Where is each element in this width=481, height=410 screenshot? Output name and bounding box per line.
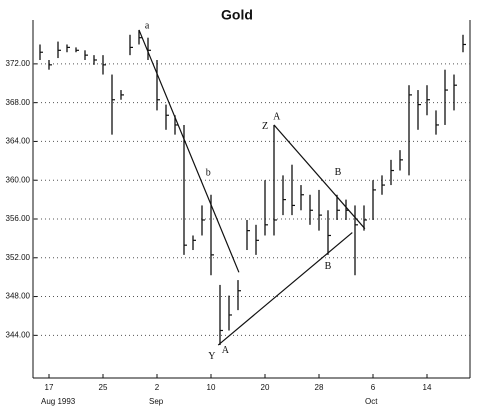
trendline — [217, 232, 353, 346]
y-tick-label: 360.00 — [6, 175, 31, 184]
annotation: Y — [208, 351, 215, 362]
annotation: A — [222, 345, 230, 356]
y-tick-label: 364.00 — [6, 137, 31, 146]
chart-title: Gold — [221, 7, 253, 23]
annotation: Z — [262, 121, 268, 132]
x-tick-label: 6 — [371, 383, 376, 392]
period-label: Sep — [149, 397, 164, 406]
annotation: B — [335, 167, 342, 178]
x-tick-label: 20 — [261, 383, 270, 392]
trendline — [273, 124, 366, 230]
x-tick-label: 25 — [99, 383, 108, 392]
y-tick-label: 344.00 — [6, 330, 31, 339]
x-tick-label: 2 — [155, 383, 160, 392]
period-label: Aug 1993 — [41, 397, 76, 406]
y-tick-label: 356.00 — [6, 214, 31, 223]
annotation: b — [206, 168, 211, 179]
x-tick-label: 17 — [45, 383, 54, 392]
period-label: Oct — [365, 397, 378, 406]
y-tick-label: 368.00 — [6, 98, 31, 107]
trendline — [138, 29, 240, 273]
y-tick-label: 352.00 — [6, 253, 31, 262]
x-tick-label: 10 — [207, 383, 216, 392]
annotation: B — [325, 261, 332, 272]
y-tick-label: 372.00 — [6, 59, 31, 68]
y-tick-label: 348.00 — [6, 292, 31, 301]
x-tick-label: 14 — [423, 383, 432, 392]
annotation: A — [273, 111, 281, 122]
annotation: a — [145, 20, 150, 31]
x-tick-label: 28 — [315, 383, 324, 392]
